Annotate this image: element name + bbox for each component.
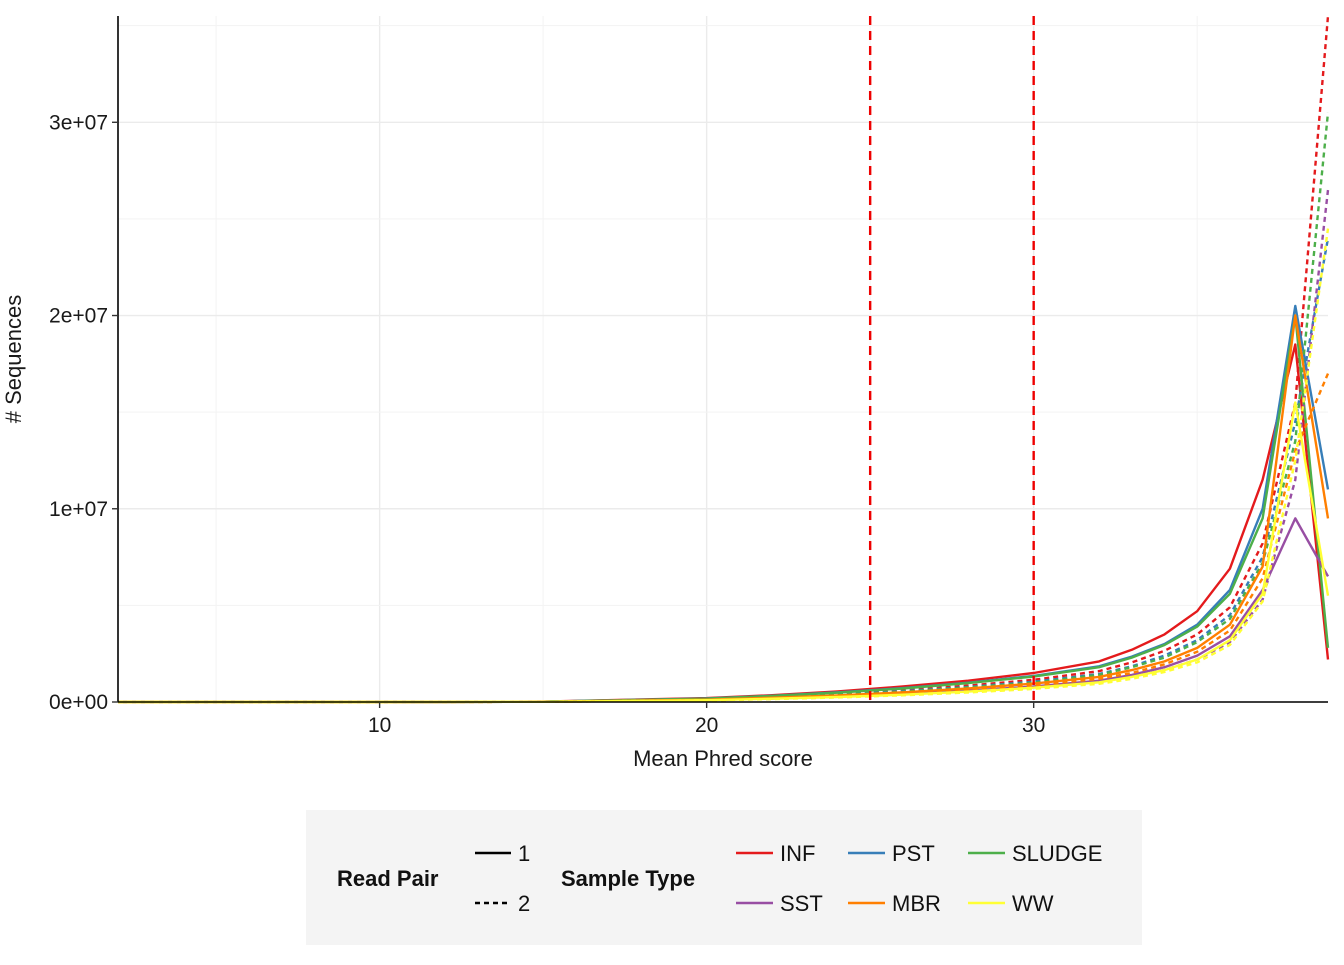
reference-lines	[868, 16, 1035, 702]
series-line-ww-read-2	[118, 228, 1330, 704]
legend-label-read-pair-2: 2	[518, 891, 530, 916]
grid-lines	[118, 16, 1328, 703]
legend-background	[306, 810, 1142, 945]
y-axis-title: # Sequences	[1, 295, 26, 423]
y-tick-label: 3e+07	[49, 111, 108, 134]
legend-label-ww: WW	[1012, 891, 1054, 916]
series-line-pst-read-2	[118, 237, 1330, 704]
legend-title-read-pair: Read Pair	[337, 866, 439, 891]
series-line-sludge-read-2	[118, 112, 1330, 704]
y-tick-label: 1e+07	[49, 498, 108, 521]
series-line-inf-read-2	[118, 15, 1330, 704]
y-tick-label: 0e+00	[49, 691, 108, 714]
series-line-inf-read-1	[118, 343, 1330, 704]
legend-title-sample-type: Sample Type	[561, 866, 695, 891]
legend-label-sst: SST	[780, 891, 823, 916]
x-tick-label: 20	[695, 714, 718, 737]
legend-sample-type-keys: INF PST SLUDGE SST MBR WW	[736, 841, 1102, 916]
series-line-sst-read-2	[118, 189, 1330, 704]
series-lines	[118, 15, 1330, 704]
x-tick-label: 30	[1022, 714, 1045, 737]
legend-label-read-pair-1: 1	[518, 841, 530, 866]
x-tick-label: 10	[368, 714, 391, 737]
legend-label-pst: PST	[892, 841, 935, 866]
legend-label-mbr: MBR	[892, 891, 941, 916]
x-axis-title: Mean Phred score	[633, 746, 813, 771]
legend-label-sludge: SLUDGE	[1012, 841, 1102, 866]
legend: Read Pair 12 Sample Type INF PST SLUDGESST…	[306, 810, 1142, 945]
axes: 10 20 30 0e+00 1e+07 2e+07 3e+07	[49, 16, 1328, 737]
series-line-ww-read-1	[118, 401, 1330, 704]
y-tick-label: 2e+07	[49, 305, 108, 328]
legend-label-inf: INF	[780, 841, 815, 866]
legend-read-pair-keys: 12	[475, 841, 530, 916]
